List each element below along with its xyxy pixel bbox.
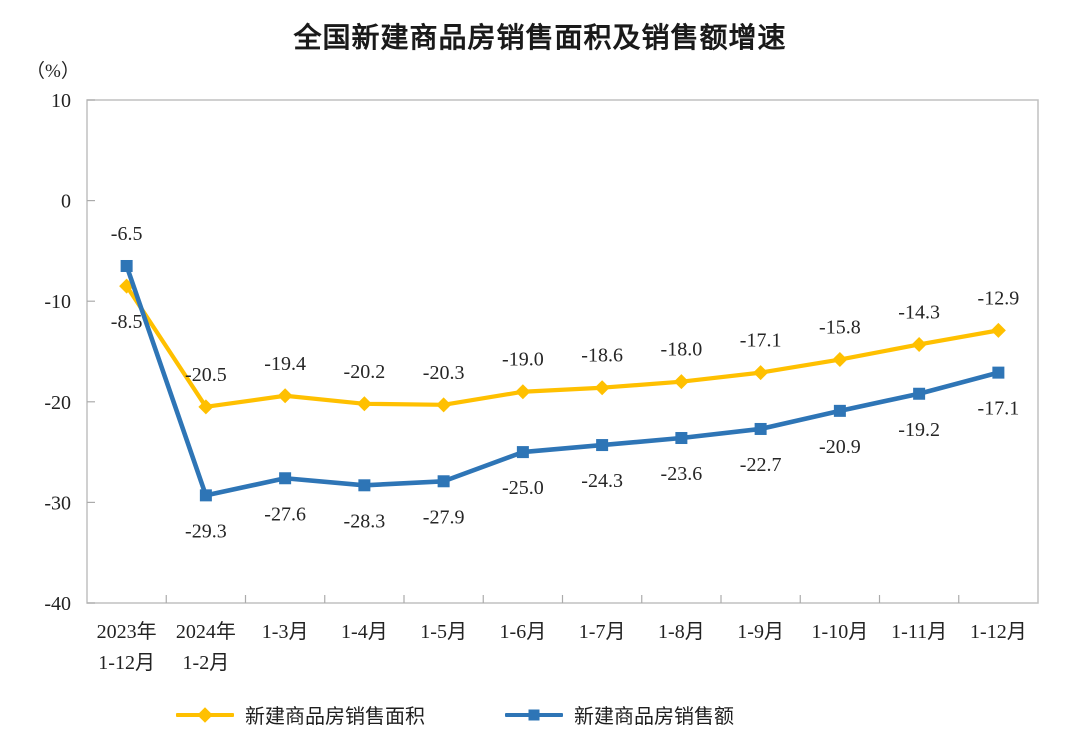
data-point-label: -24.3	[581, 470, 623, 492]
x-axis-tick-label: 1-9月	[737, 621, 784, 643]
data-point-marker	[516, 446, 529, 459]
data-point-label: -23.6	[661, 463, 703, 485]
legend-item-sales-value: 新建商品房销售额	[505, 700, 734, 729]
data-point-label: -19.2	[898, 419, 940, 441]
y-axis-tick-label: -40	[44, 593, 71, 615]
data-point-marker	[279, 472, 292, 485]
data-point-label: -19.4	[264, 353, 306, 375]
x-axis-tick-label: 1-4月	[341, 621, 388, 643]
data-point-label: -17.1	[978, 398, 1020, 420]
data-point-marker	[594, 380, 610, 396]
chart-title: 全国新建商品房销售面积及销售额增速	[293, 22, 787, 53]
data-point-label: -8.5	[111, 311, 143, 333]
data-point-marker	[911, 336, 927, 352]
data-point-label: -28.3	[344, 510, 386, 532]
data-point-marker	[358, 479, 371, 492]
y-axis-tick-label: -30	[44, 492, 71, 514]
data-point-marker	[198, 399, 214, 415]
data-point-label: -20.3	[423, 362, 465, 384]
x-axis-tick-label: 1-10月	[812, 621, 869, 643]
data-point-label: -27.9	[423, 506, 465, 528]
data-point-label: -20.2	[344, 361, 386, 383]
data-point-label: -29.3	[185, 520, 227, 542]
y-axis-unit-label: （%）	[26, 61, 80, 82]
series-line-1	[124, 263, 1001, 498]
data-point-label: -6.5	[111, 223, 143, 245]
data-point-label: -20.5	[185, 364, 227, 386]
x-axis-tick-label: 1-5月	[420, 621, 467, 643]
data-point-marker	[753, 365, 769, 381]
y-axis-tick-label: -20	[44, 392, 71, 414]
data-point-marker	[277, 388, 293, 404]
x-axis-tick-label: 2023年	[97, 620, 157, 643]
data-point-label: -18.6	[581, 345, 623, 367]
y-axis-tick-label: 10	[51, 90, 71, 112]
x-axis-tick-label: 1-12月	[970, 621, 1027, 643]
y-axis-tick-label: 0	[61, 191, 71, 213]
sales-value-line-marker-icon	[505, 707, 563, 722]
data-point-marker	[596, 439, 609, 452]
y-axis-tick-label: -10	[44, 291, 71, 313]
data-point-marker	[515, 384, 531, 400]
data-point-label: -14.3	[898, 301, 940, 323]
data-point-label: -19.0	[502, 349, 544, 371]
legend: 新建商品房销售面积 新建商品房销售额	[0, 700, 995, 729]
legend-label-sales-area: 新建商品房销售面积	[245, 706, 425, 728]
data-point-marker	[199, 489, 212, 502]
series-line-0	[124, 284, 1001, 409]
data-point-marker	[992, 366, 1005, 379]
data-point-marker	[120, 259, 133, 272]
data-point-marker	[990, 322, 1006, 338]
x-axis-tick-label: 1-11月	[891, 621, 947, 643]
legend-item-sales-area: 新建商品房销售面积	[176, 700, 425, 729]
data-point-label: -25.0	[502, 477, 544, 499]
data-point-marker	[356, 396, 372, 412]
data-point-marker	[675, 432, 688, 445]
data-point-marker	[673, 374, 689, 390]
legend-label-sales-value: 新建商品房销售额	[574, 706, 734, 728]
data-point-marker	[913, 387, 926, 400]
x-axis-tick-label: 1-6月	[500, 621, 547, 643]
data-point-marker	[754, 422, 767, 435]
x-axis-tick-label: 1-12月	[98, 652, 155, 674]
data-point-label: -15.8	[819, 317, 861, 339]
data-point-marker	[436, 397, 452, 413]
x-axis-tick-label: 1-2月	[183, 652, 230, 674]
plot-border	[86, 99, 1039, 604]
data-point-label: -17.1	[740, 330, 782, 352]
data-point-label: -12.9	[978, 287, 1020, 309]
data-point-label: -20.9	[819, 436, 861, 458]
x-axis-tick-label: 1-8月	[658, 621, 705, 643]
x-axis-tick-label: 2024年	[176, 620, 236, 643]
data-point-label: -18.0	[661, 339, 703, 361]
sales-area-line-marker-icon	[176, 706, 234, 723]
data-point-marker	[833, 404, 846, 417]
data-point-marker	[437, 475, 450, 488]
data-point-label: -27.6	[264, 503, 306, 525]
x-axis-tick-label: 1-3月	[262, 621, 309, 643]
x-axis-tick-label: 1-7月	[579, 621, 626, 643]
data-point-marker	[832, 352, 848, 368]
data-point-label: -22.7	[740, 454, 782, 476]
